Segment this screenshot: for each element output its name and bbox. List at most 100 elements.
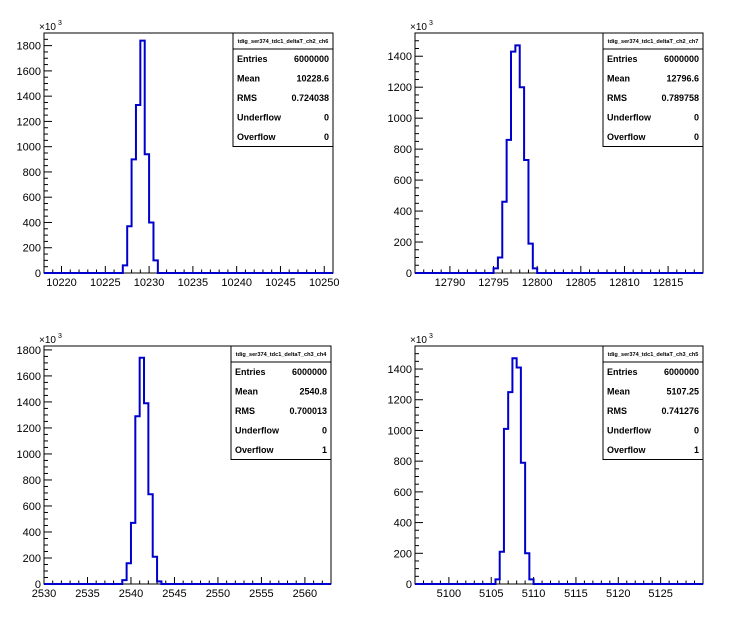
stats-value-rms: 0.724038 [291, 93, 329, 103]
stats-value-rms: 0.700013 [289, 406, 327, 416]
stats-label-entries: Entries [607, 54, 638, 64]
y-tick-label: 1600 [17, 371, 41, 383]
y-tick-label: 600 [23, 501, 41, 513]
stats-value-entries: 6000000 [292, 367, 327, 377]
stats-box-frame [602, 32, 704, 147]
stats-label-entries: Entries [235, 367, 266, 377]
histogram-title: tdig_ser374_tdc1_deltaT_ch2_ch7 [608, 39, 699, 45]
histogram-title: tdig_ser374_tdc1_deltaT_ch3_ch4 [236, 352, 328, 358]
x-tick-label: 10230 [134, 277, 165, 289]
histogram-series [44, 356, 331, 585]
x-tick-label: 2555 [249, 588, 273, 600]
stats-value-overflow: 1 [322, 445, 327, 455]
stats-label-overflow: Overflow [237, 132, 277, 142]
y-exponent-label: ×10 [410, 335, 427, 346]
y-tick-label: 1000 [17, 142, 41, 154]
stats-value-mean: 10228.6 [296, 74, 329, 84]
histogram-panel-3: 2530 2535 2540 2545 2550 2555 2560 0 200 400 600 80… [17, 333, 332, 600]
x-tick-label: 2530 [32, 588, 56, 600]
x-tick-label: 10250 [309, 277, 340, 289]
y-tick-label: 0 [406, 268, 412, 280]
y-tick-label: 800 [23, 167, 41, 179]
y-tick-label: 1800 [17, 345, 41, 357]
y-tick-label: 1000 [388, 425, 412, 437]
x-tick-label: 2550 [206, 588, 230, 600]
y-tick-label: 1600 [17, 66, 41, 78]
y-tick-label: 600 [23, 192, 41, 204]
stats-value-rms: 0.789758 [661, 93, 699, 103]
y-tick-label: 1200 [388, 395, 412, 407]
y-tick-label: 200 [394, 237, 412, 249]
stats-label-underflow: Underflow [607, 426, 652, 436]
x-tick-label: 12800 [522, 277, 553, 289]
y-tick-label: 0 [35, 579, 41, 591]
y-tick-label: 400 [394, 206, 412, 218]
y-tick-label: 1400 [388, 51, 412, 63]
y-tick-label: 1200 [17, 423, 41, 435]
x-tick-label: 10240 [221, 277, 252, 289]
y-exponent-power: 3 [58, 20, 62, 27]
histogram-title: tdig_ser374_tdc1_deltaT_ch2_ch6 [238, 39, 329, 45]
histogram-panel-4: 5100 5105 5110 5115 5120 51250200400600800100… [388, 333, 704, 600]
x-tick-label: 12795 [478, 277, 509, 289]
x-tick-label: 12790 [435, 277, 466, 289]
y-exponent-power: 3 [58, 333, 62, 340]
y-tick-label: 200 [23, 243, 41, 255]
y-tick-label: 1200 [17, 116, 41, 128]
stats-label-overflow: Overflow [607, 132, 647, 142]
stats-value-underflow: 0 [322, 426, 327, 436]
histogram-panel-2: 12790 12795 12800 12805 12810 12815 0 200 400 600… [388, 20, 704, 289]
x-tick-label: 2540 [119, 588, 143, 600]
stats-box: tdig_ser374_tdc1_deltaT_ch2_ch6 Entries 60… [232, 32, 334, 147]
y-tick-label: 200 [394, 548, 412, 560]
stats-value-underflow: 0 [694, 113, 699, 123]
y-tick-label: 1400 [17, 91, 41, 103]
x-tick-label: 12810 [609, 277, 640, 289]
stats-label-rms: RMS [235, 406, 255, 416]
y-exponent-power: 3 [429, 20, 433, 27]
y-tick-label: 800 [23, 475, 41, 487]
x-tick-label: 2560 [293, 588, 317, 600]
stats-value-overflow: 0 [694, 132, 699, 142]
y-tick-label: 1000 [17, 449, 41, 461]
stats-label-underflow: Underflow [237, 113, 282, 123]
stats-box-frame [232, 32, 334, 147]
histogram-series [415, 357, 703, 585]
histogram-panel-1: 10220 10225 10230 10235 10240 10245 10250 0 200 4… [17, 20, 340, 289]
y-tick-label: 600 [394, 175, 412, 187]
y-tick-label: 1400 [17, 397, 41, 409]
y-tick-label: 0 [406, 579, 412, 591]
histogram-series [44, 39, 333, 274]
x-tick-label: 5125 [648, 588, 672, 600]
stats-value-underflow: 0 [324, 113, 329, 123]
x-tick-label: 5120 [606, 588, 630, 600]
x-tick-label: 2535 [75, 588, 99, 600]
stats-label-entries: Entries [607, 367, 638, 377]
stats-label-mean: Mean [607, 387, 630, 397]
x-tick-label: 12815 [653, 277, 684, 289]
stats-label-mean: Mean [607, 74, 630, 84]
y-tick-label: 400 [394, 518, 412, 530]
stats-box: tdig_ser374_tdc1_deltaT_ch3_ch4 Entries 60… [230, 345, 332, 460]
y-exponent-power: 3 [429, 333, 433, 340]
y-exponent-label: ×10 [39, 22, 56, 33]
stats-label-rms: RMS [237, 93, 257, 103]
stats-value-entries: 6000000 [664, 54, 699, 64]
x-tick-label: 5110 [522, 588, 546, 600]
stats-value-mean: 5107.25 [666, 387, 699, 397]
x-tick-label: 12805 [566, 277, 597, 289]
stats-box-frame [602, 345, 704, 460]
y-tick-label: 1400 [388, 364, 412, 376]
stats-value-entries: 6000000 [294, 54, 329, 64]
stats-label-underflow: Underflow [607, 113, 652, 123]
y-tick-label: 400 [23, 527, 41, 539]
x-tick-label: 10220 [46, 277, 77, 289]
y-tick-label: 1800 [17, 41, 41, 53]
x-tick-label: 5105 [479, 588, 503, 600]
x-tick-label: 5115 [564, 588, 588, 600]
stats-label-underflow: Underflow [235, 426, 280, 436]
stats-value-overflow: 1 [694, 445, 699, 455]
stats-label-overflow: Overflow [607, 445, 647, 455]
x-tick-label: 5100 [437, 588, 461, 600]
x-tick-label: 10225 [90, 277, 121, 289]
